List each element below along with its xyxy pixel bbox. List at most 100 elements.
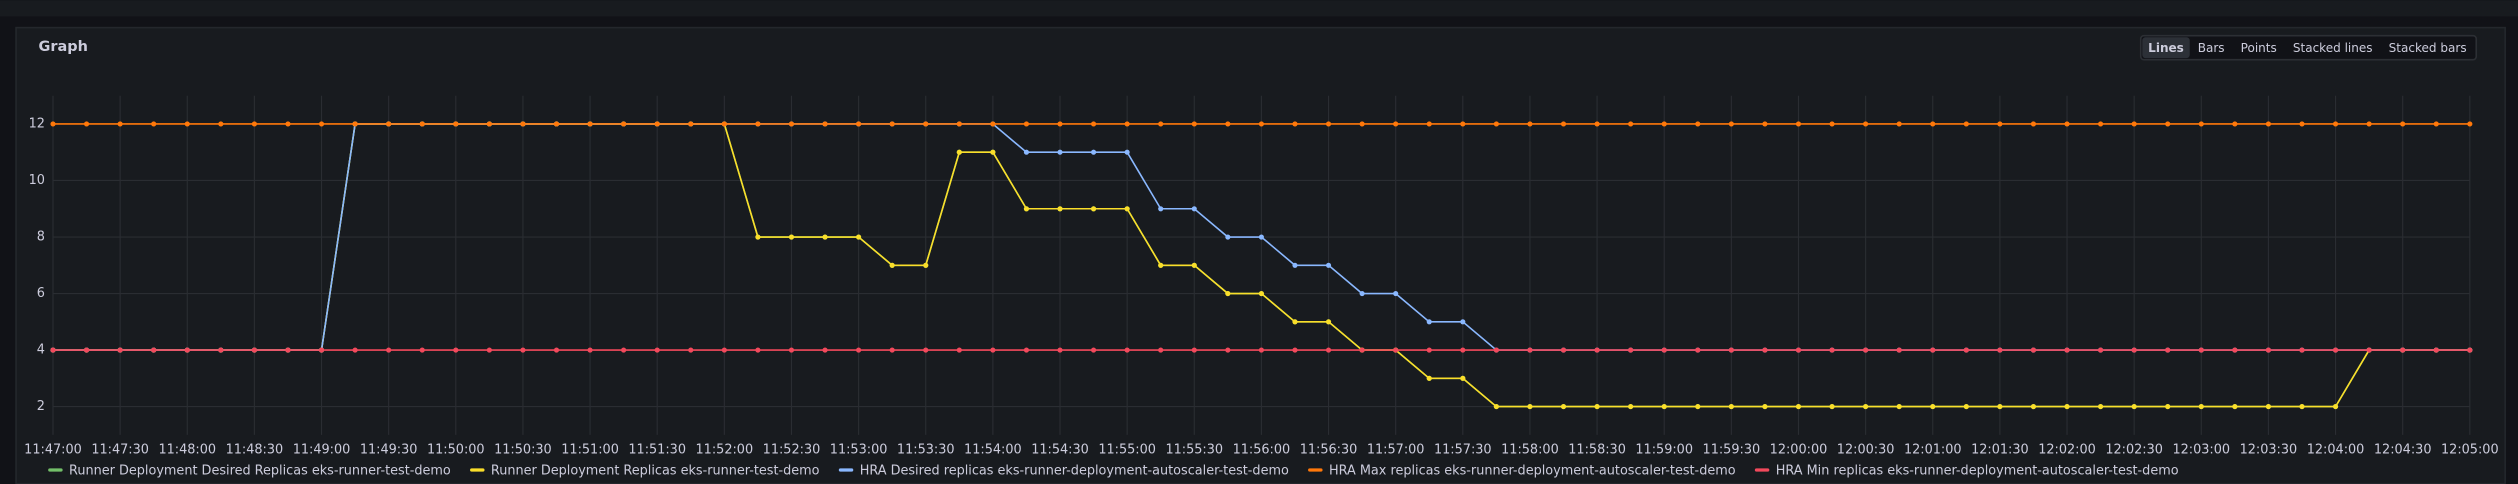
data-point xyxy=(1896,347,1902,353)
data-point xyxy=(788,347,795,353)
data-point xyxy=(1997,347,2003,353)
x-tick-label: 12:05:00 xyxy=(2441,442,2499,457)
data-point xyxy=(1594,347,1600,353)
data-point xyxy=(1795,347,1802,353)
x-tick-label: 11:52:30 xyxy=(763,442,821,457)
data-point xyxy=(285,121,291,127)
data-point xyxy=(788,234,795,240)
data-point xyxy=(1225,121,1231,127)
data-point xyxy=(1628,121,1634,127)
data-point xyxy=(1560,347,1567,353)
data-point xyxy=(1963,347,1969,353)
data-point xyxy=(1158,262,1164,268)
data-point xyxy=(956,347,962,353)
data-point xyxy=(1325,121,1332,127)
data-point xyxy=(1191,262,1197,268)
data-point xyxy=(2433,121,2439,127)
data-point xyxy=(1258,121,1264,127)
data-point xyxy=(688,121,694,127)
data-point xyxy=(2165,121,2171,127)
y-tick-label: 10 xyxy=(29,173,45,188)
data-point xyxy=(2064,404,2070,410)
data-point xyxy=(50,121,56,127)
data-point xyxy=(83,347,90,353)
data-point xyxy=(1426,375,1432,381)
data-point xyxy=(1191,206,1197,212)
data-point xyxy=(453,347,459,353)
data-point xyxy=(285,347,291,353)
data-point xyxy=(621,121,627,127)
data-point xyxy=(1258,234,1264,240)
x-tick-label: 11:50:00 xyxy=(427,442,485,457)
data-point xyxy=(1393,347,1399,353)
x-tick-label: 11:52:00 xyxy=(696,442,754,457)
data-point xyxy=(1896,121,1902,127)
data-point xyxy=(151,347,157,353)
data-point xyxy=(1292,319,1298,325)
data-point xyxy=(318,121,325,127)
data-point xyxy=(1091,149,1097,155)
data-point xyxy=(2366,121,2372,127)
data-point xyxy=(1158,206,1164,212)
legend-label: Runner Deployment Replicas eks-runner-te… xyxy=(491,463,820,478)
data-point xyxy=(788,121,795,127)
data-point xyxy=(923,121,929,127)
x-tick-label: 11:53:00 xyxy=(830,442,888,457)
data-point xyxy=(1325,262,1332,268)
legend-label: HRA Desired replicas eks-runner-deployme… xyxy=(860,463,1289,478)
data-point xyxy=(453,121,459,127)
data-point xyxy=(1930,404,1936,410)
view-button-label[interactable]: Points xyxy=(2241,41,2277,55)
data-point xyxy=(1393,121,1399,127)
x-tick-label: 11:51:30 xyxy=(628,442,686,457)
data-point xyxy=(1594,404,1600,410)
data-point xyxy=(1560,121,1567,127)
view-button-label[interactable]: Lines xyxy=(2148,41,2184,55)
data-point xyxy=(386,121,392,127)
data-point xyxy=(1527,347,1533,353)
view-button-label[interactable]: Stacked lines xyxy=(2293,41,2373,55)
data-point xyxy=(1997,121,2003,127)
data-point xyxy=(990,149,996,155)
data-point xyxy=(1963,404,1969,410)
x-tick-label: 11:59:00 xyxy=(1635,442,1693,457)
data-point xyxy=(1930,121,1936,127)
data-point xyxy=(755,234,761,240)
data-point xyxy=(2030,404,2037,410)
data-point xyxy=(1863,404,1869,410)
view-button[interactable] xyxy=(2142,37,2190,59)
data-point xyxy=(1695,347,1701,353)
x-tick-label: 11:48:00 xyxy=(158,442,216,457)
x-tick-label: 11:53:30 xyxy=(897,442,955,457)
y-tick-label: 6 xyxy=(37,286,45,301)
data-point xyxy=(2433,347,2439,353)
data-point xyxy=(251,121,257,127)
y-tick-label: 4 xyxy=(37,343,45,358)
data-point xyxy=(621,347,627,353)
data-point xyxy=(1426,347,1432,353)
data-point xyxy=(654,347,660,353)
data-point xyxy=(1091,206,1097,212)
data-point xyxy=(184,347,190,353)
data-point xyxy=(1594,121,1600,127)
data-point xyxy=(1426,121,1432,127)
data-point xyxy=(1930,347,1936,353)
data-point xyxy=(2098,347,2104,353)
data-point xyxy=(1560,404,1567,410)
data-point xyxy=(1527,121,1533,127)
data-point xyxy=(1896,404,1902,410)
data-point xyxy=(1191,347,1197,353)
data-point xyxy=(1795,404,1802,410)
data-point xyxy=(956,121,962,127)
view-button-label[interactable]: Bars xyxy=(2198,41,2225,55)
data-point xyxy=(1728,347,1734,353)
legend-label: Runner Deployment Desired Replicas eks-r… xyxy=(69,463,451,478)
legend-swatch xyxy=(1308,468,1323,472)
view-button-label[interactable]: Stacked bars xyxy=(2389,41,2467,55)
panel xyxy=(15,26,2506,484)
data-point xyxy=(2232,404,2238,410)
data-point xyxy=(856,347,862,353)
x-tick-label: 11:51:00 xyxy=(561,442,619,457)
data-point xyxy=(1997,404,2003,410)
